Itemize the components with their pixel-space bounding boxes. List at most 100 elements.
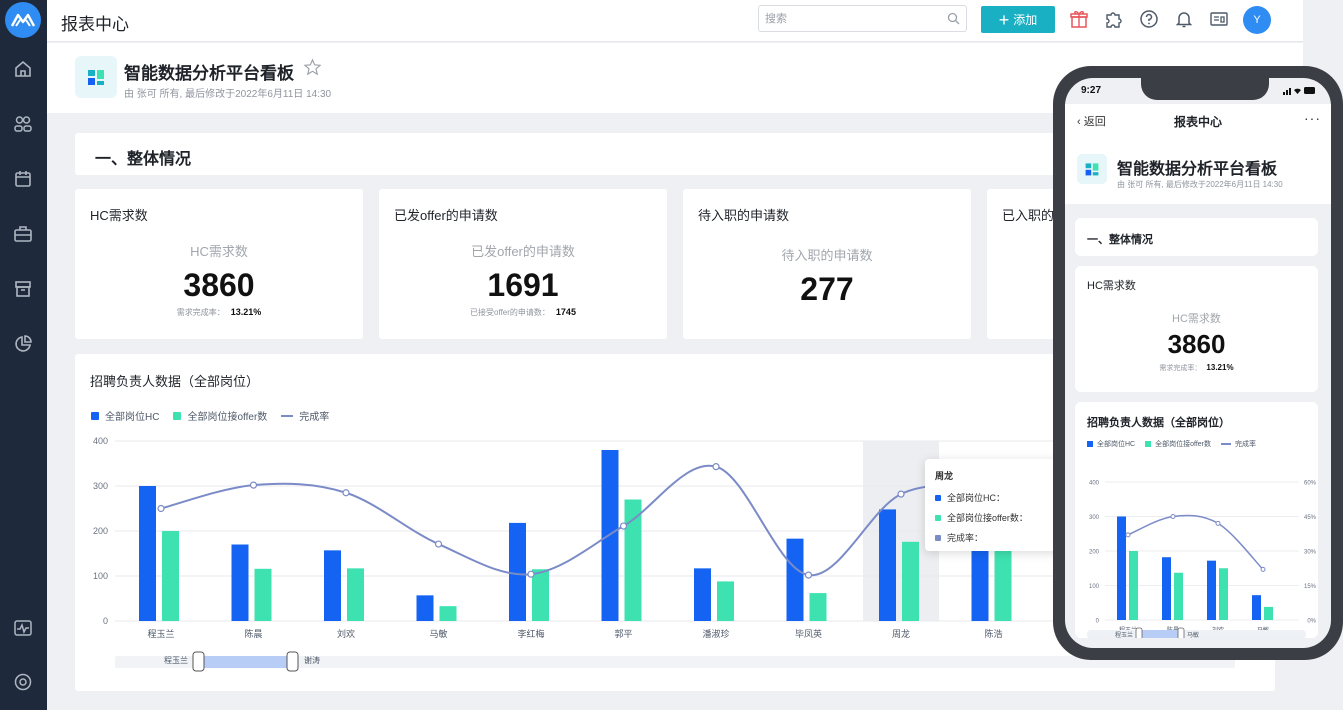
y-tick-label: 200 <box>93 526 108 536</box>
activity-icon[interactable] <box>11 616 35 640</box>
kpi-note: 需求完成率： 13.21% <box>75 307 363 318</box>
plus-icon: + <box>998 9 1010 30</box>
phone-dashboard-meta: 由 张可 所有, 最后修改于2022年6月11日 14:30 <box>1117 180 1283 189</box>
bar-offer <box>162 531 179 621</box>
dashboard-meta: 由 张可 所有, 最后修改于2022年6月11日 14:30 <box>124 89 332 100</box>
bar-hc <box>786 538 804 621</box>
search-input[interactable] <box>759 6 939 31</box>
y-tick-label: 100 <box>93 571 108 581</box>
tooltip-title: 周龙 <box>935 471 954 481</box>
phone-dashboard-title: 智能数据分析平台看板 <box>1117 161 1278 178</box>
pie-chart-icon[interactable] <box>11 332 35 356</box>
y-tick-label: 0 <box>103 616 108 626</box>
kpi-sub-label: HC需求数 <box>190 244 248 259</box>
phone-section-title: 一、整体情况 <box>1087 234 1153 246</box>
tooltip-swatch <box>935 494 941 501</box>
help-icon[interactable] <box>1138 8 1160 30</box>
legend-item-hc[interactable]: 全部岗位HC <box>1087 439 1135 449</box>
bar-offer <box>532 569 549 621</box>
bar-hc <box>139 486 156 621</box>
bell-icon[interactable] <box>1173 8 1195 30</box>
bar-hc <box>1252 595 1261 620</box>
legend-item-rate[interactable]: 完成率 <box>1221 439 1256 449</box>
kpi-sub-label: 待入职的申请数 <box>781 248 873 263</box>
calendar-icon[interactable] <box>11 167 35 191</box>
legend-item-rate[interactable]: 完成率 <box>281 408 329 423</box>
line-rate <box>1127 514 1264 570</box>
gift-icon[interactable] <box>1068 8 1090 30</box>
legend-item-offer[interactable]: 全部岗位接offer数 <box>173 408 267 423</box>
datazoom-start-label: 程玉兰 <box>1115 631 1133 638</box>
top-bar: 报表中心 + 添加 Y <box>47 0 1303 42</box>
puzzle-icon[interactable] <box>1103 8 1125 30</box>
x-tick-label: 潘淑珍 <box>702 628 729 639</box>
settings-icon[interactable] <box>11 670 35 694</box>
phone-mockup: 9:27 ‹ 返回 报表中心 ··· 智能数据分析平台看板 由 张可 所有, 最… <box>1053 66 1343 660</box>
x-tick-label: 李红梅 <box>517 628 544 639</box>
app-logo-icon[interactable] <box>5 2 41 38</box>
more-icon[interactable]: ··· <box>1304 110 1321 126</box>
kpi-label: 已入职的 <box>1002 208 1055 223</box>
legend-label: 完成率 <box>299 412 330 423</box>
phone-notch <box>1141 78 1269 100</box>
kpi-value: 3860 <box>183 267 255 303</box>
bar-hc <box>416 595 434 621</box>
home-icon[interactable] <box>11 57 35 81</box>
app-title: 报表中心 <box>61 15 129 34</box>
kpi-note-label: 已接受offer的申请数： <box>470 308 550 317</box>
datazoom-handle-end <box>1177 627 1185 638</box>
x-tick-label: 周龙 <box>892 628 910 639</box>
chart-title: 招聘负责人数据（全部岗位） <box>90 374 260 389</box>
favorite-star-icon[interactable] <box>303 58 322 82</box>
x-tick-label: 程玉兰 <box>147 628 174 639</box>
bar-hc <box>1207 560 1216 620</box>
phone-chart-card: 招聘负责人数据（全部岗位） 全部岗位HC 全部岗位接offer数 完成率 0 0%… <box>1075 402 1318 638</box>
y2-tick-label: 15% <box>1304 584 1317 590</box>
search-box[interactable] <box>758 5 967 32</box>
users-icon[interactable] <box>11 112 35 136</box>
datazoom-handle-end <box>286 651 299 672</box>
search-icon[interactable] <box>947 12 960 30</box>
archive-icon[interactable] <box>11 277 35 301</box>
phone-kpi-note-label: 需求完成率： <box>1159 365 1202 372</box>
phone-time: 9:27 <box>1081 85 1102 96</box>
phone-datazoom[interactable]: 程玉兰 马敏 <box>1075 626 1318 638</box>
point-rate <box>434 540 443 548</box>
kpi-label: HC需求数 <box>90 208 148 223</box>
left-nav <box>0 0 47 710</box>
bar-hc <box>1117 516 1126 620</box>
tooltip-row: 全部岗位接offer数： <box>935 511 1028 524</box>
legend-swatch <box>91 411 99 420</box>
phone-kpi-value: 3860 <box>1167 329 1226 359</box>
y-tick-label: 100 <box>1089 584 1100 590</box>
legend-label: 全部岗位接offer数 <box>187 412 268 423</box>
bar-offer <box>994 549 1012 621</box>
dashboard-title: 智能数据分析平台看板 <box>124 64 294 83</box>
chevron-left-icon: ‹ <box>1077 116 1081 128</box>
dashboard-icon <box>75 56 117 98</box>
legend-item-hc[interactable]: 全部岗位HC <box>91 408 159 423</box>
phone-navbar: ‹ 返回 报表中心 ··· <box>1065 104 1331 134</box>
kpi-card-pending[interactable]: 待入职的申请数 待入职的申请数 277 <box>683 189 971 339</box>
user-avatar[interactable]: Y <box>1243 6 1271 34</box>
phone-kpi-card[interactable]: HC需求数 HC需求数 3860 需求完成率： 13.21% <box>1075 266 1318 392</box>
legend-item-offer[interactable]: 全部岗位接offer数 <box>1145 439 1211 449</box>
x-tick-label: 毕凤英 <box>795 628 822 639</box>
point-rate <box>1125 532 1131 538</box>
datazoom-handle-start <box>192 651 205 672</box>
phone-chart-legend: 全部岗位HC 全部岗位接offer数 完成率 <box>1087 439 1256 449</box>
briefcase-icon[interactable] <box>11 222 35 246</box>
tooltip-row-label: 完成率： <box>947 533 984 543</box>
kpi-card-offer[interactable]: 已发offer的申请数 已发offer的申请数 1691 已接受offer的申请… <box>379 189 667 339</box>
y2-tick-label: 45% <box>1304 515 1317 521</box>
report-icon[interactable] <box>1208 8 1230 30</box>
line-rate <box>160 464 994 577</box>
back-button[interactable]: ‹ 返回 <box>1077 113 1106 129</box>
add-button[interactable]: + 添加 <box>981 6 1055 33</box>
y-tick-label: 300 <box>93 481 108 491</box>
phone-kpi-note-value: 13.21% <box>1206 363 1234 372</box>
datazoom-selection <box>1139 630 1181 638</box>
point-rate <box>804 571 813 579</box>
kpi-card-hc[interactable]: HC需求数 HC需求数 3860 需求完成率： 13.21% <box>75 189 363 339</box>
